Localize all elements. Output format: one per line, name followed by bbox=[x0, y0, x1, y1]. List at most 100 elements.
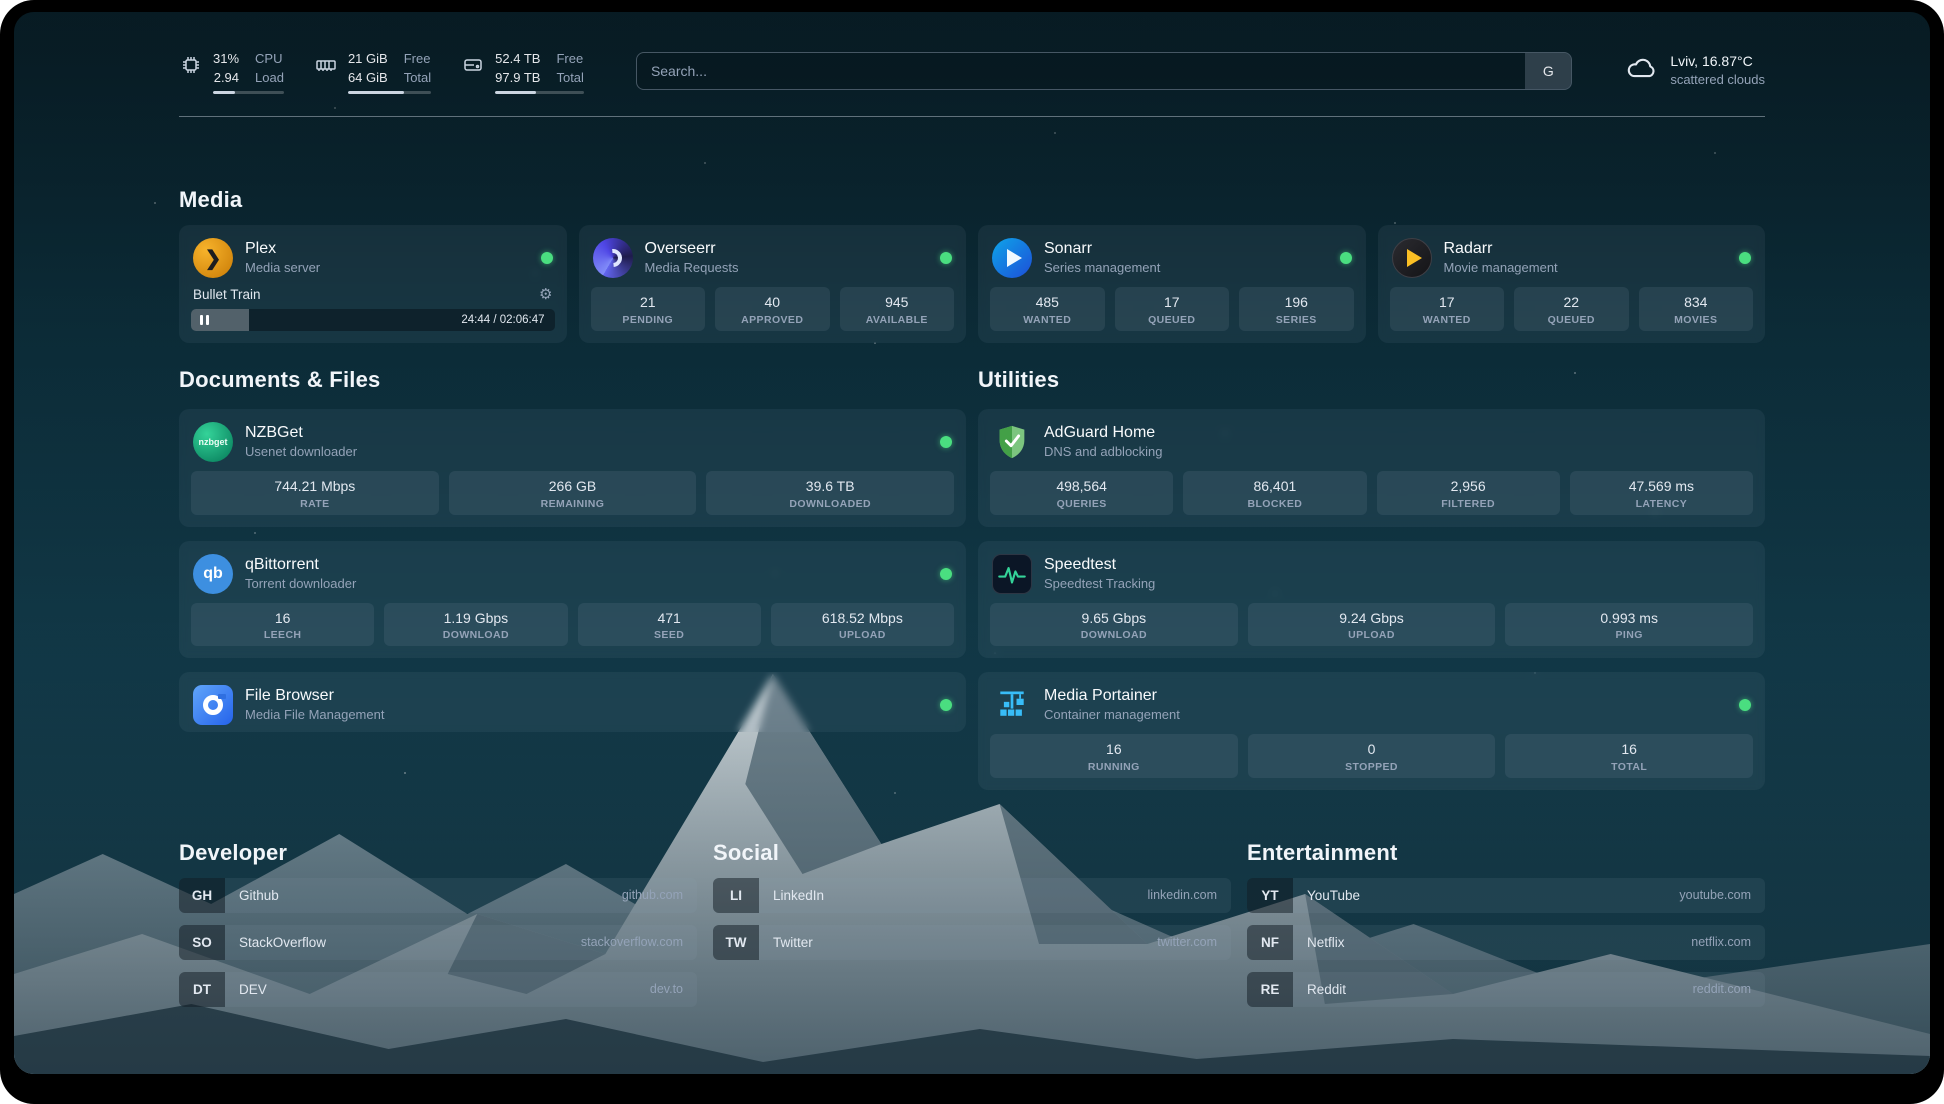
service-card-radarr[interactable]: Radarr Movie management 17 WANTED 22 QUEUE… bbox=[1377, 225, 1765, 344]
bookmark-domain: dev.to bbox=[649, 982, 683, 997]
search-provider-button[interactable]: G bbox=[1525, 53, 1572, 89]
bookmark-domain: stackoverflow.com bbox=[580, 935, 683, 950]
service-card-adguard[interactable]: AdGuard Home DNS and adblocking 498,564 Q… bbox=[978, 409, 1765, 527]
service-header: ❯ Plex Media server bbox=[191, 235, 555, 287]
stat-label: PING bbox=[1615, 629, 1643, 642]
stat-box: 485 WANTED bbox=[990, 287, 1105, 331]
stat-box: 266 GB REMAINING bbox=[448, 471, 697, 515]
stat-box: 0 STOPPED bbox=[1247, 734, 1496, 778]
service-name: File Browser bbox=[245, 687, 334, 705]
bookmark-github[interactable]: GH Github github.com bbox=[179, 877, 697, 913]
radarr-icon bbox=[1391, 238, 1432, 279]
playback-progress-bar[interactable]: 24:44 / 02:06:47 bbox=[191, 309, 555, 332]
bookmark-linkedin[interactable]: LI LinkedIn linkedin.com bbox=[713, 877, 1231, 913]
nzbget-icon: nzbget bbox=[193, 422, 233, 463]
disk-progress-bar bbox=[495, 91, 584, 95]
stat-value: 0 bbox=[1367, 741, 1376, 758]
stat-label: APPROVED bbox=[741, 313, 804, 326]
stat-box: 2,956 FILTERED bbox=[1376, 471, 1560, 515]
service-meta: Media Portainer Container management bbox=[1044, 686, 1180, 724]
service-header: Sonarr Series management bbox=[990, 235, 1354, 287]
stat-box: 0.993 ms PING bbox=[1505, 602, 1754, 647]
search-input[interactable] bbox=[636, 53, 1526, 89]
service-name: Speedtest bbox=[1044, 555, 1117, 573]
bookmark-stackoverflow[interactable]: SO StackOverflow stackoverflow.com bbox=[179, 924, 697, 960]
service-card-plex[interactable]: ❯ Plex Media server Bullet Train ⚙ bbox=[179, 225, 567, 344]
service-description: Movie management bbox=[1443, 260, 1558, 276]
service-card-speedtest[interactable]: Speedtest Speedtest Tracking 9.65 Gbps DO… bbox=[978, 540, 1765, 659]
service-card-sonarr[interactable]: Sonarr Series management 485 WANTED 17 QUE… bbox=[978, 225, 1366, 344]
service-meta: NZBGet Usenet downloader bbox=[245, 423, 357, 461]
stat-value: 266 GB bbox=[548, 478, 597, 495]
service-card-qbittorrent[interactable]: qb qBittorrent Torrent downloader 16 LEEC… bbox=[179, 540, 966, 659]
service-name: Radarr bbox=[1443, 240, 1493, 258]
playback-progress-fill bbox=[191, 309, 250, 332]
service-header: Overseerr Media Requests bbox=[591, 235, 955, 287]
bookmark-name: YouTube bbox=[1307, 887, 1361, 903]
section-title-media: Media bbox=[179, 187, 243, 213]
bookmarks-section: Developer GH Github github.com SO StackO… bbox=[179, 840, 1765, 1019]
stat-label: RUNNING bbox=[1087, 760, 1140, 773]
bookmark-dev[interactable]: DT DEV dev.to bbox=[179, 971, 697, 1007]
now-playing-title: Bullet Train bbox=[193, 287, 261, 303]
bookmark-netflix[interactable]: NF Netflix netflix.com bbox=[1247, 924, 1765, 960]
disk-widget-body: 52.4 TB Free 97.9 TB Total bbox=[495, 50, 584, 95]
service-meta: Radarr Movie management bbox=[1444, 239, 1558, 277]
bookmark-domain: twitter.com bbox=[1157, 935, 1217, 950]
service-stats: 498,564 QUERIES 86,401 BLOCKED 2,956 FILTER… bbox=[990, 471, 1753, 515]
bookmark-twitter[interactable]: TW Twitter twitter.com bbox=[713, 924, 1231, 960]
service-stats: 21 PENDING 40 APPROVED 945 AVAILABLE bbox=[590, 287, 954, 331]
service-header: nzbget NZBGet Usenet downloader bbox=[191, 419, 954, 471]
service-card-nzbget[interactable]: nzbget NZBGet Usenet downloader 744.21 M… bbox=[179, 409, 966, 527]
stat-value: 40 bbox=[764, 294, 781, 311]
stat-label: PENDING bbox=[622, 313, 674, 326]
pause-icon[interactable] bbox=[200, 315, 209, 326]
service-description: Torrent downloader bbox=[245, 575, 357, 591]
service-name: AdGuard Home bbox=[1044, 424, 1156, 442]
utilities-section: Utilities AdGuard Home DNS and adblockin… bbox=[978, 367, 1765, 804]
stat-label: TOTAL bbox=[1611, 760, 1648, 773]
memory-progress-bar bbox=[347, 91, 432, 95]
search-bar: G bbox=[635, 52, 1573, 90]
stat-box: 21 PENDING bbox=[590, 287, 705, 331]
service-meta: Plex Media server bbox=[245, 239, 320, 277]
service-description: Usenet downloader bbox=[245, 444, 358, 460]
stat-value: 0.993 ms bbox=[1600, 609, 1658, 626]
memory-total-label: Total bbox=[403, 69, 432, 85]
stat-box: 196 SERIES bbox=[1239, 287, 1354, 331]
gear-icon[interactable]: ⚙ bbox=[539, 286, 553, 304]
stat-value: 39.6 TB bbox=[805, 478, 855, 495]
bookmark-domain: reddit.com bbox=[1692, 982, 1751, 997]
bookmark-abbr: TW bbox=[713, 924, 759, 960]
bookmark-abbr: YT bbox=[1247, 877, 1293, 913]
service-header: Radarr Movie management bbox=[1390, 235, 1754, 287]
stat-label: SEED bbox=[654, 629, 685, 642]
stat-label: RATE bbox=[300, 497, 330, 510]
disk-widget: 52.4 TB Free 97.9 TB Total bbox=[461, 50, 584, 95]
stat-label: WANTED bbox=[1023, 313, 1072, 326]
stat-value: 9.24 Gbps bbox=[1339, 609, 1404, 626]
stat-label: REMAINING bbox=[540, 497, 605, 510]
service-card-overseerr[interactable]: Overseerr Media Requests 21 PENDING 40 APP… bbox=[578, 225, 966, 344]
stat-value: 16 bbox=[1106, 741, 1122, 758]
stat-box: 1.19 Gbps DOWNLOAD bbox=[384, 602, 568, 647]
stat-value: 16 bbox=[274, 609, 291, 626]
filebrowser-icon bbox=[193, 685, 233, 726]
stat-value: 1.19 Gbps bbox=[443, 609, 509, 626]
stat-value: 47.569 ms bbox=[1628, 478, 1695, 495]
bookmark-reddit[interactable]: RE Reddit reddit.com bbox=[1247, 971, 1765, 1007]
stat-label: LEECH bbox=[263, 629, 302, 642]
service-description: Speedtest Tracking bbox=[1044, 575, 1156, 591]
bookmark-abbr: SO bbox=[179, 924, 225, 960]
service-card-filebrowser[interactable]: File Browser Media File Management bbox=[179, 672, 966, 733]
service-card-portainer[interactable]: Media Portainer Container management 16 R… bbox=[978, 672, 1765, 790]
weather-widget: Lviv, 16.87°C scattered clouds bbox=[1624, 52, 1765, 87]
service-stats: 17 WANTED 22 QUEUED 834 MOVIES bbox=[1389, 287, 1753, 331]
stat-label: FILTERED bbox=[1441, 497, 1495, 510]
stat-value: 498,564 bbox=[1056, 478, 1107, 495]
bookmark-youtube[interactable]: YT YouTube youtube.com bbox=[1247, 877, 1765, 913]
service-header: AdGuard Home DNS and adblocking bbox=[990, 419, 1753, 471]
service-header: Speedtest Speedtest Tracking bbox=[990, 551, 1753, 603]
bookmark-domain: netflix.com bbox=[1691, 935, 1751, 950]
speedtest-icon bbox=[992, 553, 1032, 594]
